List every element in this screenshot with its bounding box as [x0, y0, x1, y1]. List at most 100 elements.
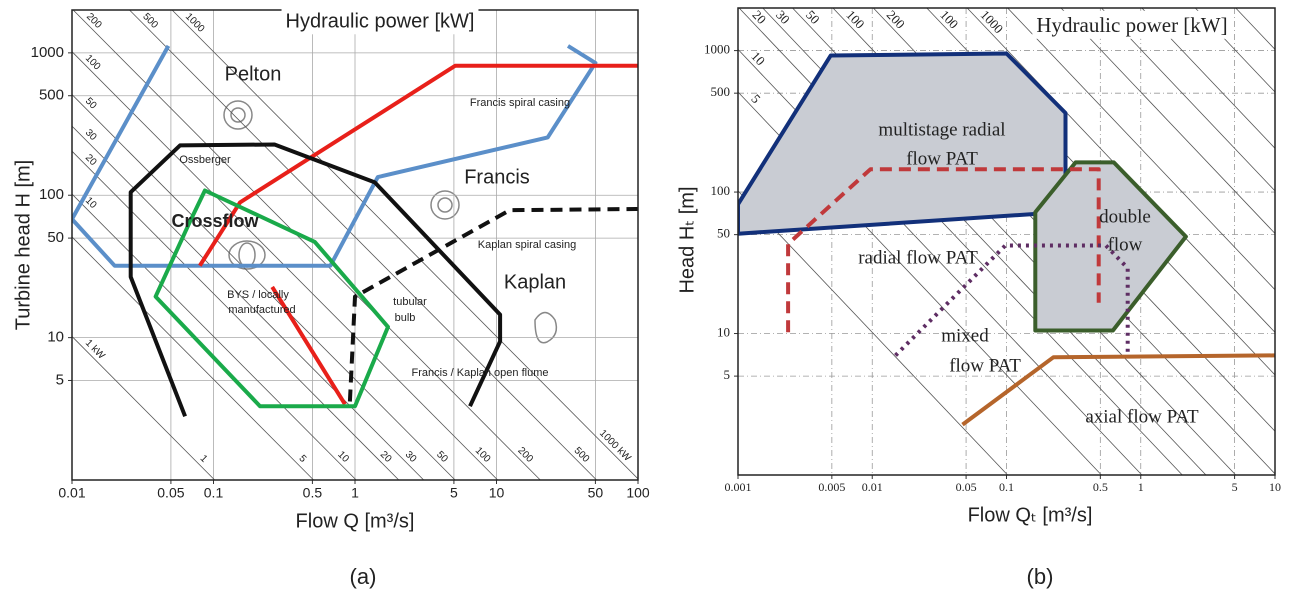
x-tick-label: 0.005: [818, 480, 845, 494]
power-label: 30: [403, 449, 419, 465]
x-tick-label: 5: [1232, 480, 1238, 494]
x-tick-label: 0.05: [157, 485, 184, 501]
annotation: axial flow PAT: [1085, 406, 1199, 427]
annotation: Ossberger: [179, 154, 231, 166]
annotation: Kaplan: [504, 271, 566, 293]
chart: 0.01 0.05 0.1 0.5 1 5 10 50 100 5 10 50 100 500 1000 1 …: [12, 8, 650, 532]
annotation: Francis / Kaplan open flume: [412, 367, 549, 379]
power-label: 5: [297, 453, 309, 465]
y-tick-label: 500: [711, 84, 731, 99]
y-axis-label: Head Hₜ [m]: [676, 186, 698, 293]
power-label: 50: [803, 7, 823, 27]
chart-title: Hydraulic power [kW]: [286, 10, 475, 32]
power-line: [71, 236, 314, 481]
annotation: bulb: [395, 312, 416, 324]
x-tick-label: 0.5: [303, 485, 323, 501]
y-tick-label: 50: [717, 226, 730, 241]
y-tick-label: 1000: [31, 44, 64, 61]
annotation: BYS / locally: [227, 289, 289, 301]
power-line: [71, 125, 424, 481]
chart-title: Hydraulic power [kW]: [1036, 13, 1227, 37]
plot-frame: [737, 7, 1276, 476]
y-tick-label: 100: [39, 186, 64, 203]
x-tick-label: 0.5: [1093, 480, 1108, 494]
region-outline: [153, 188, 390, 409]
x-tick-label: 0.01: [58, 485, 85, 501]
power-label: 500: [140, 11, 160, 31]
power-line: [1060, 7, 1276, 234]
power-label: 20: [749, 7, 769, 27]
x-axis-label: Flow Q [m³/s]: [296, 510, 415, 532]
annotation: Pelton: [225, 63, 282, 85]
power-label: 100: [83, 53, 103, 73]
power-line: [72, 9, 541, 481]
annotation: Kaplan spiral casing: [478, 239, 576, 251]
y-tick-label: 1000: [704, 42, 730, 57]
power-label: 100: [843, 7, 867, 31]
x-tick-label: 1: [351, 485, 359, 501]
power-label: 10: [748, 49, 768, 69]
power-line: [71, 94, 456, 481]
power-line: [129, 9, 597, 481]
annotation: flow PAT: [949, 355, 1021, 376]
power-line: [737, 190, 1008, 476]
region-outline: [128, 142, 503, 418]
power-label: 10: [335, 449, 351, 465]
y-tick-label: 5: [56, 371, 64, 388]
x-tick-label: 0.05: [956, 480, 977, 494]
power-label: 1: [198, 453, 210, 465]
annotation: radial flow PAT: [858, 247, 978, 268]
title-background: [1032, 10, 1232, 39]
power-line: [71, 150, 400, 481]
annotation: multistage radial: [878, 119, 1005, 140]
x-tick-label: 1: [1138, 480, 1144, 494]
y-tick-label: 100: [711, 183, 731, 198]
region-outline: [198, 63, 638, 406]
region-outline: [72, 44, 598, 268]
power-label: 1 kW: [83, 338, 107, 362]
y-tick-label: 10: [47, 329, 64, 346]
y-tick-label: 500: [39, 87, 64, 104]
y-axis-label: Turbine head H [m]: [12, 160, 34, 330]
x-tick-label: 5: [450, 485, 458, 501]
power-label: 30: [773, 7, 793, 27]
power-label: 100: [473, 445, 493, 465]
caption: (a): [350, 564, 377, 589]
turbine-icons: [223, 100, 558, 344]
annotation: tubular: [393, 296, 427, 308]
power-line: [1235, 7, 1276, 50]
x-tick-label: 10: [489, 485, 505, 501]
power-line: [1007, 7, 1276, 291]
annotation: Francis: [464, 166, 530, 188]
power-label: 100: [937, 7, 961, 31]
power-label: 20: [83, 152, 99, 168]
power-label: 30: [83, 127, 99, 143]
y-tick-label: 10: [717, 325, 730, 340]
chart: 0.001 0.005 0.01 0.05 0.1 0.5 1 5 10510501005001…: [676, 7, 1281, 526]
annotation: Crossflow: [171, 211, 259, 231]
caption: (b): [1027, 564, 1054, 589]
power-label: 200: [84, 11, 104, 31]
x-tick-label: 0.1: [999, 480, 1014, 494]
annotation: mixed: [941, 325, 989, 346]
region-outline: [738, 51, 1068, 236]
annotation: Francis spiral casing: [470, 97, 570, 109]
power-label: 200: [884, 7, 908, 31]
x-axis-label: Flow Qₜ [m³/s]: [968, 504, 1093, 526]
x-tick-label: 100: [626, 485, 650, 501]
power-line: [171, 9, 639, 480]
power-label: 50: [83, 96, 99, 112]
power-label: 5: [748, 91, 763, 106]
y-tick-label: 50: [47, 229, 64, 246]
power-line: [71, 193, 357, 481]
x-tick-label: 50: [588, 485, 604, 501]
region-outline: [961, 353, 1275, 427]
annotation: double: [1099, 206, 1151, 227]
region-outline: [347, 207, 638, 402]
region-outline: [786, 167, 1101, 333]
power-label: 200: [515, 445, 535, 465]
annotation: flow PAT: [906, 148, 978, 169]
x-tick-label: 0.001: [725, 480, 752, 494]
